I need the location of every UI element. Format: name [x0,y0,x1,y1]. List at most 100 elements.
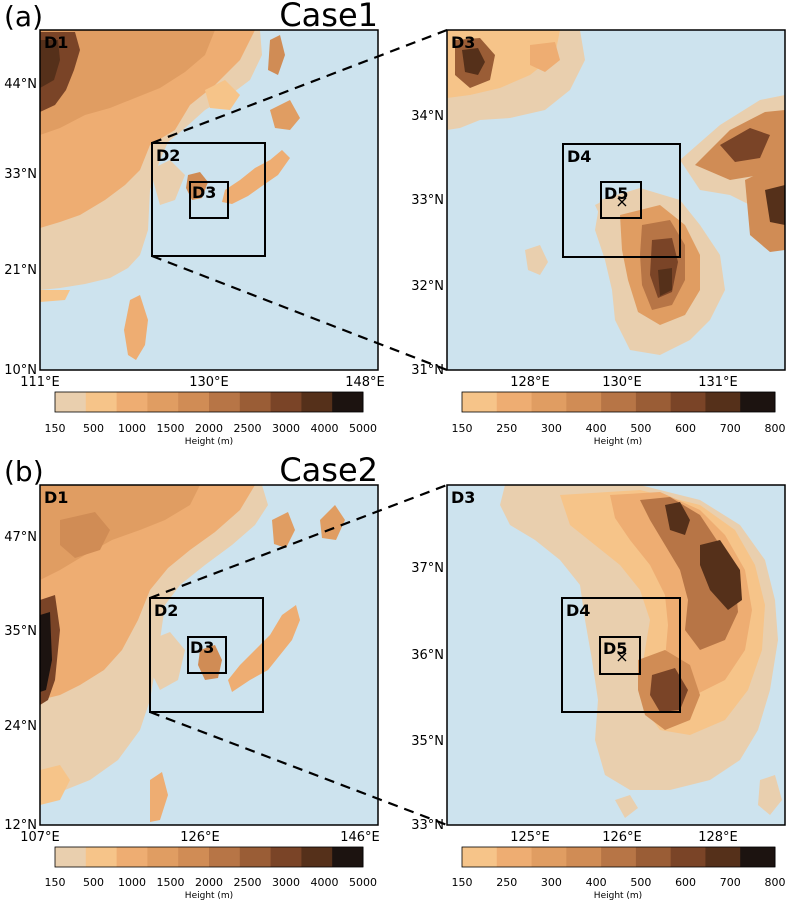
colorbar-tick: 600 [675,876,696,889]
map-a-d3-terrain [447,30,785,355]
lat-tick: 24°N [4,719,37,734]
map-a-d1-label: D1 [44,33,68,52]
colorbar-frame [461,846,776,868]
colorbar-tick: 5000 [349,422,377,435]
colorbar-tick: 2500 [234,422,262,435]
colorbar-swatch [462,847,498,867]
colorbar-swatch [270,392,302,412]
colorbar-frame [54,391,364,413]
domain-b-d2-box [149,597,264,713]
panel-a: (a) Case1 D1 D [4,0,786,447]
lat-tick: 35°N [4,624,37,639]
colorbar-swatch [601,847,637,867]
colorbar-tick: 1500 [157,876,185,889]
map-b-d1: D1 D2 D3 47°N 35°N 24°N 12°N 107°E 126°E… [4,484,380,845]
colorbar-tick: 2500 [234,876,262,889]
lat-tick: 36°N [411,648,444,663]
map-a-d3: × D3 D4 D5 34°N 33°N 32°N 31°N 128°E 130… [411,29,786,390]
colorbar-tick: 400 [586,422,607,435]
lon-tick: 128°E [510,375,550,390]
map-a-d1: D1 D2 D3 44°N 33°N 21°N 10°N 111°E 130°E… [4,29,385,390]
lat-tick: 33°N [4,167,37,182]
map-b-d3-frame [446,484,786,826]
map-b-d3: × D3 D4 D5 37°N 36°N 35°N 33°N 125°E 126… [411,484,786,845]
colorbar-swatch [301,847,333,867]
lat-tick: 21°N [4,263,37,278]
colorbar-swatch [332,392,364,412]
domain-a-d3-box [189,181,229,219]
domain-a-d4-box [562,143,681,258]
colorbar-label: Height (m) [594,891,642,901]
colorbar-tick: 150 [45,422,66,435]
map-b-d3-label: D3 [451,488,475,507]
colorbar-swatch [670,847,706,867]
colorbar-tick: 500 [83,422,104,435]
colorbar-swatch [116,392,148,412]
colorbar-tick: 250 [496,422,517,435]
colorbar-label: Height (m) [185,891,233,901]
colorbar-tick: 700 [720,422,741,435]
lat-tick: 31°N [411,363,444,378]
colorbar-swatch [496,392,533,412]
colorbar-swatch [566,847,602,867]
colorbar-swatch [531,847,567,867]
lat-tick: 47°N [4,530,37,545]
colorbar-tick: 2000 [195,876,223,889]
colorbar-swatch [85,392,118,412]
colorbar-label: Height (m) [594,437,642,447]
colorbar-swatch [635,847,672,867]
colorbar-tick: 300 [541,422,562,435]
colorbar-tick: 1000 [118,876,146,889]
site-marker-x-icon: × [615,192,628,211]
colorbar-tick: 150 [452,876,473,889]
colorbar-swatch [85,847,118,867]
colorbar-swatch [239,847,272,867]
zoom-connector-top [149,483,448,600]
lon-tick: 107°E [20,830,60,845]
colorbar-swatch [301,392,333,412]
colorbar-swatch [239,392,272,412]
colorbar-b-right: 150 250 300 400 500 600 700 800 Height (m) [452,846,786,901]
colorbar-swatch [670,392,706,412]
lon-tick: 146°E [340,830,380,845]
colorbar-swatch [601,392,637,412]
map-a-d3-label: D3 [192,183,216,202]
colorbar-swatch [178,392,210,412]
colorbar-swatch [209,392,241,412]
map-b-d3-label: D3 [190,638,214,657]
colorbar-tick: 1500 [157,422,185,435]
colorbar-swatch [55,847,87,867]
map-a-d1-frame [39,29,379,371]
panel-a-tag: (a) [4,0,43,33]
colorbar-tick: 800 [765,876,786,889]
zoom-connector-bottom [151,254,448,372]
zoom-connector-bottom [149,710,448,827]
colorbar-swatch [705,392,741,412]
map-a-d3-label: D3 [451,33,475,52]
colorbar-swatch [178,847,210,867]
colorbar-tick: 2000 [195,422,223,435]
colorbar-tick: 3000 [272,422,300,435]
colorbar-swatch [209,847,241,867]
map-a-d3-frame [446,29,786,371]
colorbar-swatch [147,847,179,867]
colorbar-swatch [270,847,302,867]
colorbar-tick: 500 [83,876,104,889]
site-marker-x-icon: × [615,647,628,666]
lon-tick: 125°E [510,830,550,845]
panel-b-case-title: Case2 [279,451,378,489]
colorbar-label: Height (m) [185,437,233,447]
colorbar-tick: 700 [720,876,741,889]
lon-tick: 128°E [698,830,738,845]
lat-tick: 33°N [411,818,444,833]
colorbar-swatch [740,847,776,867]
domain-b-d3-box [187,636,227,674]
colorbar-tick: 3000 [272,876,300,889]
colorbar-swatch [462,392,498,412]
lat-tick: 35°N [411,734,444,749]
lon-tick: 126°E [180,830,220,845]
map-b-d2-label: D2 [154,601,178,620]
lat-tick: 10°N [4,363,37,378]
domain-b-d5-box [599,636,641,675]
